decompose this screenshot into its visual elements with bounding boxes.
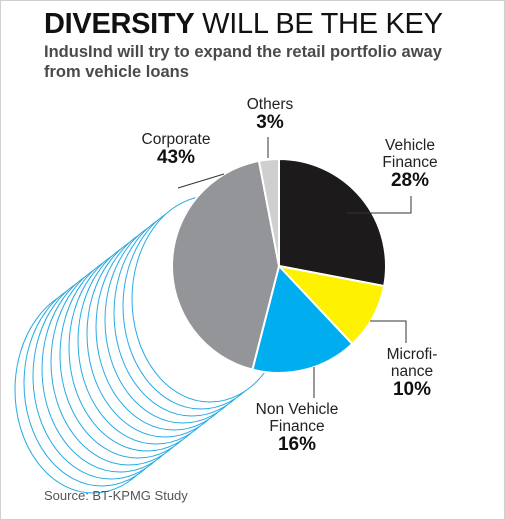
title-rest: WILL BE THE KEY bbox=[202, 8, 443, 40]
slice-value-2: 16% bbox=[278, 434, 316, 455]
slice-label-2-0: Non Vehicle bbox=[256, 401, 339, 418]
chart-title: DIVERSITY WILL BE THE KEY bbox=[44, 8, 443, 41]
slice-label-4-0: Others bbox=[247, 96, 294, 113]
slice-label-1-0: Microfi- bbox=[387, 346, 438, 363]
slice-value-0: 28% bbox=[391, 170, 429, 191]
leader-line-1 bbox=[370, 320, 407, 343]
slice-label-1-1: nance bbox=[391, 363, 433, 380]
leader-line-0 bbox=[347, 196, 412, 214]
pie-slice-0 bbox=[278, 157, 387, 288]
chart-subtitle: IndusInd will try to expand the retail p… bbox=[44, 43, 442, 81]
slice-label-0-1: Finance bbox=[382, 154, 437, 171]
title-bold: DIVERSITY bbox=[44, 8, 195, 40]
pie-slice-4 bbox=[257, 157, 280, 267]
slice-label-0-0: Vehicle bbox=[385, 137, 435, 154]
slice-value-3: 43% bbox=[157, 147, 195, 168]
slice-value-1: 10% bbox=[393, 379, 431, 400]
pie-slice-2 bbox=[251, 263, 354, 374]
source-note: Source: BT-KPMG Study bbox=[44, 488, 188, 503]
slice-label-2-1: Finance bbox=[269, 418, 324, 435]
leader-line-3 bbox=[177, 173, 225, 189]
slice-value-4: 3% bbox=[256, 112, 284, 133]
pie-slice-3 bbox=[171, 159, 281, 371]
slice-label-3-0: Corporate bbox=[142, 131, 211, 148]
